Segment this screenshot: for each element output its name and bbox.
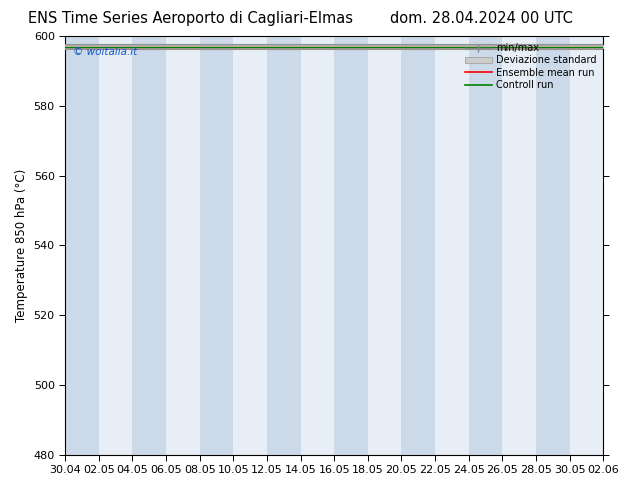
- Bar: [401, 36, 435, 455]
- Text: dom. 28.04.2024 00 UTC: dom. 28.04.2024 00 UTC: [391, 11, 573, 26]
- Bar: [536, 36, 569, 455]
- Y-axis label: Temperature 850 hPa (°C): Temperature 850 hPa (°C): [15, 169, 28, 322]
- Text: © woitalia.it: © woitalia.it: [74, 47, 138, 57]
- Bar: [65, 36, 99, 455]
- Bar: [133, 36, 166, 455]
- Bar: [334, 36, 368, 455]
- Text: ENS Time Series Aeroporto di Cagliari-Elmas: ENS Time Series Aeroporto di Cagliari-El…: [28, 11, 353, 26]
- Legend: min/max, Deviazione standard, Ensemble mean run, Controll run: min/max, Deviazione standard, Ensemble m…: [461, 39, 600, 94]
- Bar: [200, 36, 233, 455]
- Bar: [603, 36, 634, 455]
- Bar: [469, 36, 502, 455]
- Bar: [267, 36, 301, 455]
